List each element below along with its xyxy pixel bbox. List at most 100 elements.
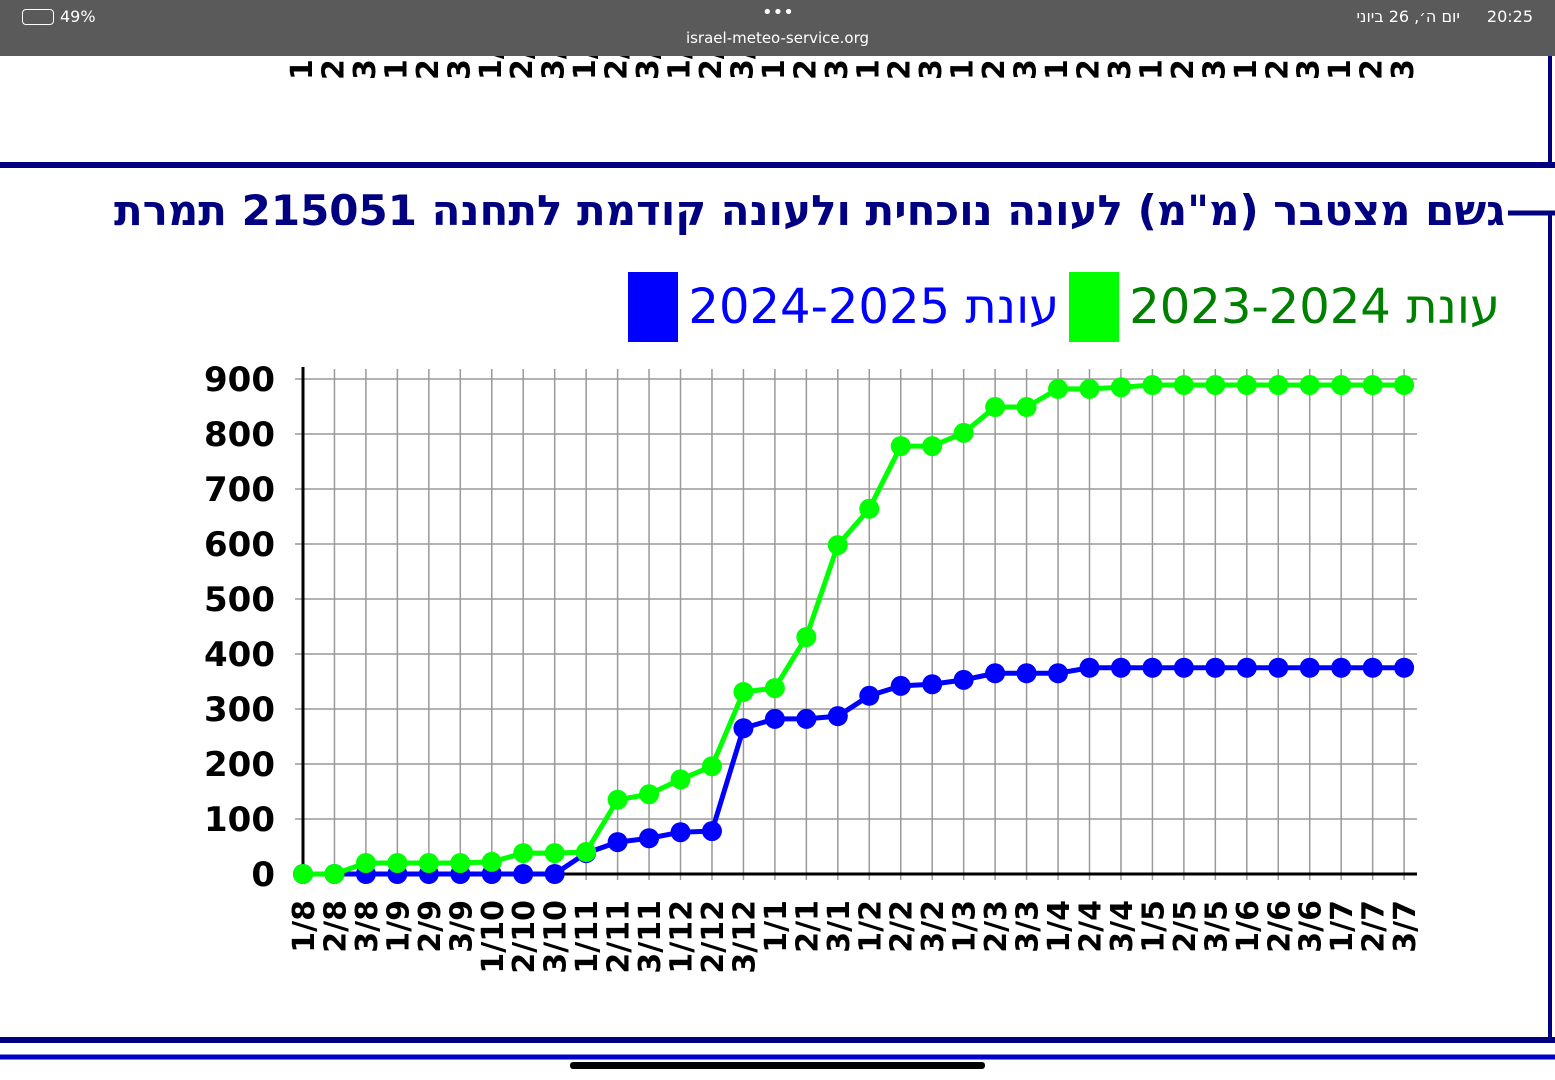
x-tick-label: 1/4 — [1042, 900, 1077, 953]
prev-x-label: 1 — [379, 59, 414, 80]
x-tick-label: 1/3 — [948, 900, 983, 953]
point — [796, 626, 817, 647]
prev-x-label: 3 — [348, 59, 383, 80]
x-tick-label: 2/7 — [1357, 900, 1392, 953]
x-tick-label: 3/3 — [1011, 900, 1046, 953]
point — [890, 675, 911, 696]
prev-x-label: 1 — [285, 59, 320, 80]
point — [890, 436, 911, 457]
legend-item: עונת 2023-2024 — [1069, 272, 1500, 342]
point — [1331, 657, 1352, 678]
y-tick-label: 600 — [204, 525, 275, 565]
x-tick-label: 1/7 — [1325, 900, 1360, 953]
x-tick-label: 2/12 — [696, 900, 731, 974]
point — [1362, 375, 1383, 396]
point — [1048, 378, 1069, 399]
x-tick-label: 1/2 — [853, 900, 888, 953]
x-tick-label: 2/8 — [318, 900, 353, 953]
point — [450, 853, 471, 873]
prev-x-label: 3 — [442, 59, 477, 80]
x-tick-label: 1/11 — [570, 900, 605, 974]
point — [1299, 657, 1320, 678]
prev-x-label: 3 — [1009, 59, 1044, 80]
point — [1079, 378, 1100, 399]
point — [607, 789, 628, 810]
point — [1173, 657, 1194, 678]
plot: 0 100 200 300 400 500 600 700 800 900 1/82/83/81/9… — [204, 360, 1423, 974]
point — [922, 436, 943, 457]
point — [1205, 657, 1226, 678]
battery: 49% — [60, 7, 96, 26]
point — [355, 853, 376, 873]
point — [639, 828, 660, 849]
x-tick-label: 3/9 — [444, 900, 479, 953]
point — [387, 853, 408, 873]
menu[interactable]: ••• — [762, 2, 794, 23]
point — [1362, 657, 1383, 678]
point — [1079, 657, 1100, 678]
date: יום ה׳, 26 ביוני — [1356, 7, 1460, 26]
prev-x-label: 2 — [883, 59, 918, 80]
point — [953, 669, 974, 690]
point — [1299, 375, 1320, 396]
legend-swatch — [1069, 272, 1120, 342]
point — [827, 706, 848, 727]
prev-x-label: 2 — [1072, 59, 1107, 80]
prev-x-label: 2 — [788, 59, 823, 80]
prev-x-label: 1 — [1040, 59, 1075, 80]
point — [670, 822, 691, 843]
prev-x-label: 1 — [946, 59, 981, 80]
x-tick-label: 2/1 — [790, 900, 825, 953]
x-tick-label: 2/9 — [413, 900, 448, 953]
point — [576, 842, 597, 862]
prev-x-label: 3 — [1386, 59, 1421, 80]
point — [1236, 375, 1257, 396]
y-tick-label: 0 — [251, 855, 275, 895]
point — [1236, 657, 1257, 678]
x-tick-label: 1/5 — [1136, 900, 1171, 953]
url[interactable]: israel-meteo-service.org — [685, 29, 870, 47]
x-tick-label: 2/11 — [602, 900, 637, 974]
y-tick-label: 200 — [204, 745, 275, 785]
point — [1048, 663, 1069, 684]
point — [1016, 397, 1037, 418]
x-tick-label: 3/6 — [1294, 900, 1329, 953]
x-tick-label: 3/1 — [822, 900, 857, 953]
y-tick-label: 700 — [204, 470, 275, 510]
x-tick-label: 1/10 — [476, 900, 511, 974]
prev-x-label: 1 — [757, 59, 792, 80]
point — [1110, 657, 1131, 678]
y-tick-label: 300 — [204, 690, 275, 730]
point — [670, 769, 691, 790]
point — [1110, 377, 1131, 398]
y-tick-label: 500 — [204, 580, 275, 620]
point — [701, 821, 722, 842]
prev-x-label: 2 — [977, 59, 1012, 80]
chart-title: גשם מצטבר (מ"מ) לעונה נוכחית ולעונה קודמ… — [113, 186, 1505, 235]
x-tick-label: 2/4 — [1074, 900, 1109, 953]
x-tick-label: 1/1 — [759, 900, 794, 953]
prev-x-label: 3 — [820, 59, 855, 80]
point — [1016, 663, 1037, 684]
x-tick-label: 3/10 — [539, 900, 574, 974]
x-tick-label: 3/4 — [1105, 900, 1140, 953]
prev-x-label: 3 — [914, 59, 949, 80]
y-tick-label: 400 — [204, 635, 275, 675]
point — [764, 708, 785, 729]
point — [1394, 657, 1415, 678]
point — [481, 851, 502, 872]
legend: עונת 2023-2024 עונת 2024-2025 — [628, 272, 1500, 342]
prev-x-label: 3 — [1103, 59, 1138, 80]
point — [764, 678, 785, 699]
prev-x-label: 2 — [1260, 59, 1295, 80]
legend-item: עונת 2024-2025 — [628, 272, 1059, 342]
point — [1142, 375, 1163, 396]
point — [1142, 657, 1163, 678]
point — [1173, 375, 1194, 396]
x-tick-label: 3/12 — [727, 900, 762, 974]
x-tick-label: 2/10 — [507, 900, 542, 974]
point — [985, 663, 1006, 684]
status-bar: 20:25 יום ה׳, 26 ביוני 49% ••• israel-me… — [0, 0, 1555, 56]
point — [1268, 657, 1289, 678]
